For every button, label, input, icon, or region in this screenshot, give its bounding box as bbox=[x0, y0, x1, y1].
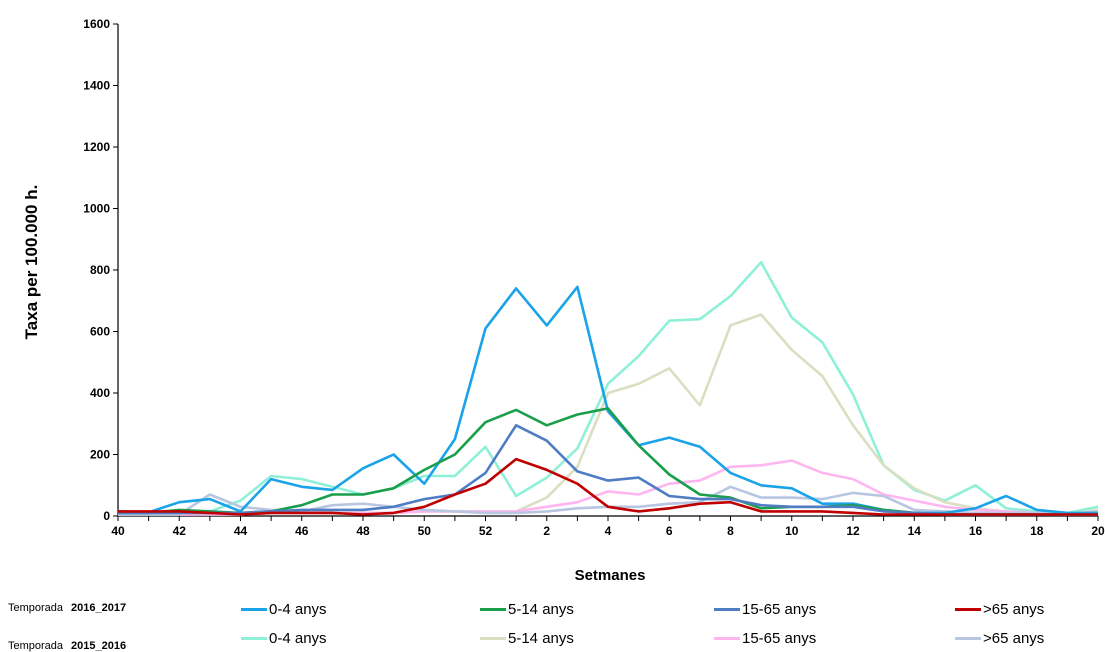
x-tick-label: 16 bbox=[969, 524, 983, 538]
legend-item: >65 anys bbox=[955, 630, 1044, 647]
y-tick-label: 0 bbox=[103, 509, 110, 523]
x-tick-label: 6 bbox=[666, 524, 673, 538]
legend-item: 15-65 anys bbox=[714, 630, 816, 647]
x-axis: 40 42 44 46 48 50 52 2 4 6 8 10 12 14 16 18 20 bbox=[111, 515, 1105, 538]
x-tick-label: 46 bbox=[295, 524, 309, 538]
x-tick-label: 10 bbox=[785, 524, 799, 538]
series-line-2016_2017-3 bbox=[118, 423, 1098, 516]
x-tick-label: 20 bbox=[1091, 524, 1105, 538]
x-tick-label: 44 bbox=[234, 524, 248, 538]
legend-label: 0-4 anys bbox=[269, 601, 327, 618]
x-tick-label: 4 bbox=[605, 524, 612, 538]
x-tick-label: 40 bbox=[111, 524, 125, 538]
season-name: 2015_2016 bbox=[71, 640, 127, 652]
y-tick-label: 1000 bbox=[83, 202, 110, 216]
legend-item: 0-4 anys bbox=[241, 630, 327, 647]
legend-swatch bbox=[714, 637, 740, 640]
legend-label: >65 anys bbox=[983, 601, 1045, 618]
legend-swatch bbox=[480, 608, 506, 611]
x-tick-label: 50 bbox=[418, 524, 432, 538]
x-tick-label: 2 bbox=[543, 524, 550, 538]
series-lines-2016-2017 bbox=[117, 285, 1098, 516]
legend-item: 0-4 anys bbox=[241, 601, 327, 618]
x-tick-label: 48 bbox=[356, 524, 370, 538]
series-line-2015_2016-1 bbox=[118, 260, 1099, 515]
y-axis-title: Taxa per 100.000 h. bbox=[22, 185, 41, 340]
x-tick-label: 12 bbox=[846, 524, 860, 538]
legend-swatch bbox=[480, 637, 506, 640]
legend-item: 15-65 anys bbox=[714, 601, 816, 618]
legend-item: 5-14 anys bbox=[480, 601, 574, 618]
x-tick-label: 18 bbox=[1030, 524, 1044, 538]
legend: Temporada 2016_2017 Temporada 2015_2016 0-… bbox=[0, 598, 1105, 652]
series-line-2016_2017-4 bbox=[118, 457, 1098, 516]
y-tick-label: 1200 bbox=[83, 140, 110, 154]
legend-label: 15-65 anys bbox=[742, 630, 817, 647]
legend-item: >65 anys bbox=[955, 601, 1044, 618]
y-tick-label: 1600 bbox=[83, 17, 110, 31]
legend-swatch bbox=[955, 637, 981, 640]
legend-item: 5-14 anys bbox=[480, 630, 574, 647]
x-tick-label: 42 bbox=[173, 524, 187, 538]
legend-label: 15-65 anys bbox=[742, 601, 817, 618]
x-tick-label: 8 bbox=[727, 524, 734, 538]
x-tick-label: 52 bbox=[479, 524, 493, 538]
season-prefix: Temporada bbox=[8, 640, 64, 652]
legend-swatch bbox=[714, 608, 740, 611]
legend-swatch bbox=[241, 637, 267, 640]
legend-swatch bbox=[955, 608, 981, 611]
x-tick-label: 14 bbox=[908, 524, 922, 538]
season-label-2016-2017: Temporada 2016_2017 bbox=[8, 602, 126, 614]
series-line-2016_2017-1 bbox=[117, 285, 1098, 515]
legend-label: 0-4 anys bbox=[269, 630, 327, 647]
x-axis-title: Setmanes bbox=[575, 567, 646, 584]
y-tick-label: 800 bbox=[90, 263, 110, 277]
y-tick-label: 1400 bbox=[83, 79, 110, 93]
legend-label: >65 anys bbox=[983, 630, 1045, 647]
series-lines-2015-2016 bbox=[118, 260, 1099, 516]
legend-label: 5-14 anys bbox=[508, 601, 574, 618]
season-prefix: Temporada bbox=[8, 602, 64, 614]
legend-swatch bbox=[241, 608, 267, 611]
legend-label: 5-14 anys bbox=[508, 630, 574, 647]
season-label-2015-2016: Temporada 2015_2016 bbox=[8, 640, 126, 652]
y-tick-label: 600 bbox=[90, 325, 110, 339]
y-tick-label: 200 bbox=[90, 448, 110, 462]
season-name: 2016_2017 bbox=[71, 602, 127, 614]
y-tick-label: 400 bbox=[90, 386, 110, 400]
y-axis: 0 200 400 600 800 1000 1200 1400 1600 bbox=[83, 17, 119, 523]
